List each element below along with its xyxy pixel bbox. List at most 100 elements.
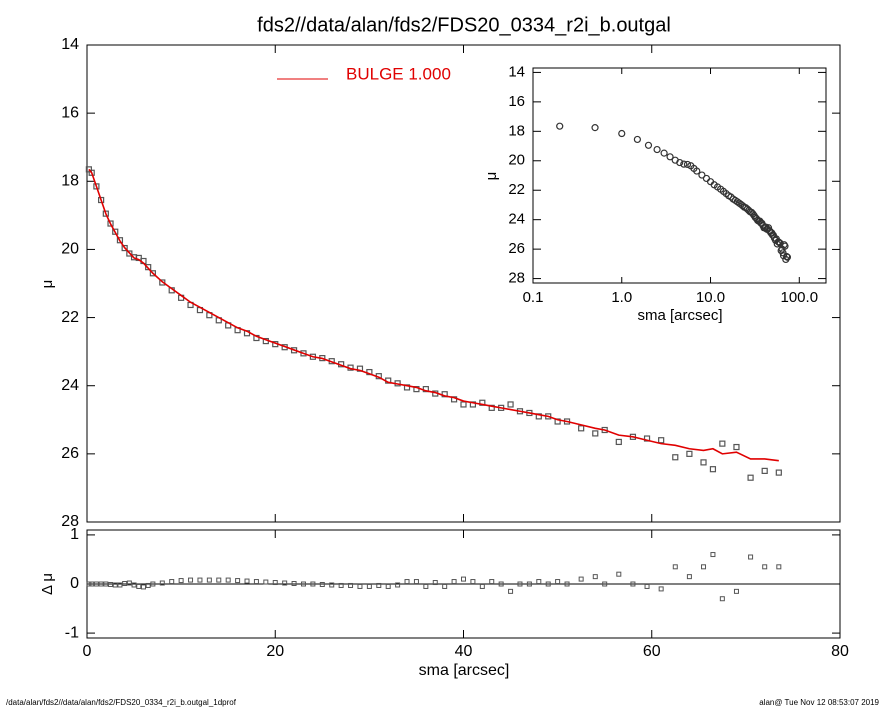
inset-point bbox=[783, 252, 791, 261]
residual-point bbox=[762, 564, 768, 570]
residual-point bbox=[578, 576, 584, 582]
residual-point bbox=[498, 581, 504, 587]
residual-point bbox=[470, 579, 476, 585]
inset-point bbox=[591, 124, 599, 132]
residual-point bbox=[206, 577, 212, 583]
y-tick-label: 22 bbox=[508, 181, 525, 198]
residual-point bbox=[644, 583, 650, 589]
data-point bbox=[93, 183, 100, 190]
y-tick-label: 28 bbox=[508, 270, 525, 287]
inset-point bbox=[783, 253, 792, 261]
residual-point bbox=[348, 582, 354, 588]
data-point bbox=[88, 169, 95, 176]
data-point bbox=[102, 210, 109, 217]
legend-label: BULGE 1.000 bbox=[346, 64, 451, 83]
residual-point bbox=[225, 577, 231, 583]
residual-point bbox=[376, 582, 382, 588]
residual-point bbox=[93, 581, 99, 587]
chart-title: fds2//data/alan/fds2/FDS20_0334_r2i_b.ou… bbox=[257, 14, 671, 36]
data-point bbox=[775, 469, 782, 476]
inset-point bbox=[727, 193, 735, 201]
inset-background bbox=[533, 68, 826, 283]
residual-point bbox=[395, 582, 401, 588]
residual-point bbox=[300, 581, 306, 587]
residual-point bbox=[103, 581, 109, 587]
inset-point bbox=[676, 158, 684, 167]
residual-point bbox=[272, 580, 278, 586]
data-point bbox=[159, 279, 166, 286]
y-tick-label: 14 bbox=[61, 36, 79, 53]
data-point bbox=[107, 220, 114, 227]
inset-point bbox=[680, 160, 688, 168]
data-point bbox=[507, 401, 514, 408]
x-tick-label: 10.0 bbox=[696, 289, 725, 306]
data-point bbox=[578, 425, 585, 432]
residual-point bbox=[748, 554, 754, 560]
residual-point bbox=[140, 584, 146, 590]
residual-point bbox=[489, 579, 495, 585]
residual-point bbox=[329, 582, 335, 588]
inset-point bbox=[693, 167, 701, 175]
residual-point bbox=[86, 581, 92, 587]
data-point bbox=[149, 270, 156, 277]
x-tick-label: 0.1 bbox=[523, 289, 544, 306]
inset-frame bbox=[532, 67, 827, 284]
residual-point bbox=[451, 579, 457, 585]
y-tick-label: 24 bbox=[508, 211, 525, 228]
data-point bbox=[121, 244, 128, 252]
y-tick-label: 20 bbox=[61, 241, 79, 258]
y-tick-label: -1 bbox=[65, 624, 79, 641]
residual-point bbox=[197, 577, 203, 583]
inset-point bbox=[653, 145, 661, 154]
data-point bbox=[300, 350, 307, 357]
inset-point bbox=[781, 242, 789, 250]
y-tick-label: 22 bbox=[61, 309, 79, 326]
data-point bbox=[592, 430, 599, 437]
y-axis-label: μ bbox=[39, 280, 56, 289]
residual-point bbox=[442, 583, 448, 589]
residual-point bbox=[536, 579, 542, 585]
residual-point bbox=[263, 579, 269, 585]
data-point bbox=[116, 237, 124, 244]
data-point bbox=[733, 443, 740, 451]
data-point bbox=[719, 440, 726, 447]
data-point bbox=[709, 466, 717, 473]
residual-point bbox=[169, 579, 175, 585]
x-tick-label: 40 bbox=[455, 643, 473, 660]
residual-point bbox=[413, 579, 419, 585]
y-tick-label: 16 bbox=[61, 104, 79, 121]
residual-point bbox=[616, 571, 622, 577]
inset-point bbox=[618, 129, 626, 138]
x-tick-label: 0 bbox=[83, 643, 92, 660]
data-point bbox=[112, 228, 119, 235]
residual-point bbox=[701, 564, 707, 570]
residual-point bbox=[188, 577, 194, 583]
data-point bbox=[126, 250, 133, 257]
residual-point bbox=[357, 583, 363, 589]
data-point bbox=[747, 474, 754, 481]
inset-y-label: μ bbox=[483, 172, 500, 181]
residual-point bbox=[117, 582, 123, 588]
residual-point bbox=[98, 581, 104, 587]
residual-point bbox=[310, 581, 316, 587]
model-line bbox=[88, 168, 779, 462]
y-tick-label: 28 bbox=[61, 513, 79, 530]
y-tick-label: 16 bbox=[508, 93, 525, 110]
inset-point bbox=[774, 238, 782, 246]
y-tick-label: 26 bbox=[61, 445, 79, 462]
residual-point bbox=[592, 574, 598, 580]
residual-point bbox=[291, 581, 297, 587]
residual-point bbox=[108, 581, 114, 587]
residual-point bbox=[282, 580, 288, 586]
residual-point bbox=[686, 574, 692, 580]
data-point bbox=[658, 437, 665, 444]
y-tick-label: 24 bbox=[61, 377, 79, 394]
residual-point bbox=[159, 580, 165, 586]
residual-point bbox=[89, 581, 95, 587]
residual-point bbox=[564, 581, 570, 587]
residual-point bbox=[719, 596, 725, 602]
residual-point bbox=[461, 576, 466, 582]
residual-point bbox=[423, 583, 429, 589]
inset-point bbox=[666, 153, 674, 161]
inset-x-label: sma [arcsec] bbox=[637, 307, 722, 324]
